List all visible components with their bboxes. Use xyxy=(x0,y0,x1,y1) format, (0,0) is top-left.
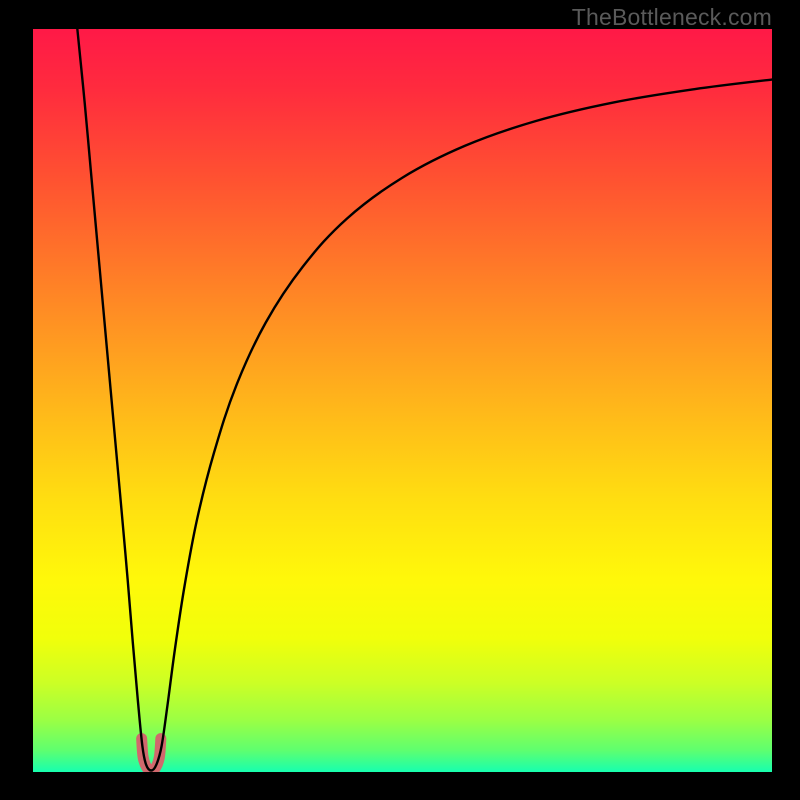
bottleneck-curve xyxy=(77,29,772,771)
chart-frame: TheBottleneck.com xyxy=(0,0,800,800)
curve-layer xyxy=(0,0,800,800)
watermark-text: TheBottleneck.com xyxy=(572,4,772,31)
